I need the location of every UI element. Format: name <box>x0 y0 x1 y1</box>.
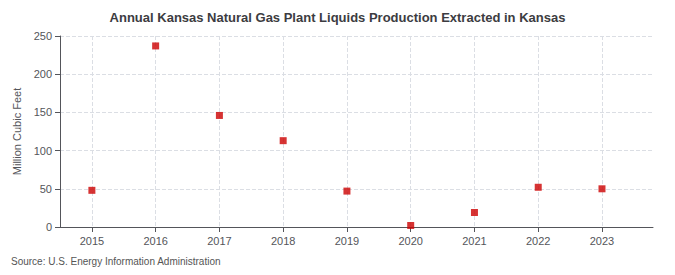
svg-text:Annual Kansas Natural Gas Plan: Annual Kansas Natural Gas Plant Liquids … <box>110 10 566 25</box>
svg-text:Source: U.S. Energy Informatio: Source: U.S. Energy Information Administ… <box>11 256 221 267</box>
svg-text:2015: 2015 <box>80 235 104 247</box>
svg-text:100: 100 <box>34 145 52 157</box>
svg-text:200: 200 <box>34 68 52 80</box>
svg-text:Million Cubic Feet: Million Cubic Feet <box>11 88 23 175</box>
svg-text:2022: 2022 <box>526 235 550 247</box>
svg-text:2023: 2023 <box>590 235 614 247</box>
svg-text:250: 250 <box>34 30 52 42</box>
svg-text:2017: 2017 <box>207 235 231 247</box>
svg-text:2016: 2016 <box>143 235 167 247</box>
svg-text:0: 0 <box>46 221 52 233</box>
svg-text:150: 150 <box>34 106 52 118</box>
svg-text:2020: 2020 <box>398 235 422 247</box>
svg-text:50: 50 <box>40 183 52 195</box>
svg-text:2019: 2019 <box>335 235 359 247</box>
svg-text:2021: 2021 <box>462 235 486 247</box>
svg-text:2018: 2018 <box>271 235 295 247</box>
